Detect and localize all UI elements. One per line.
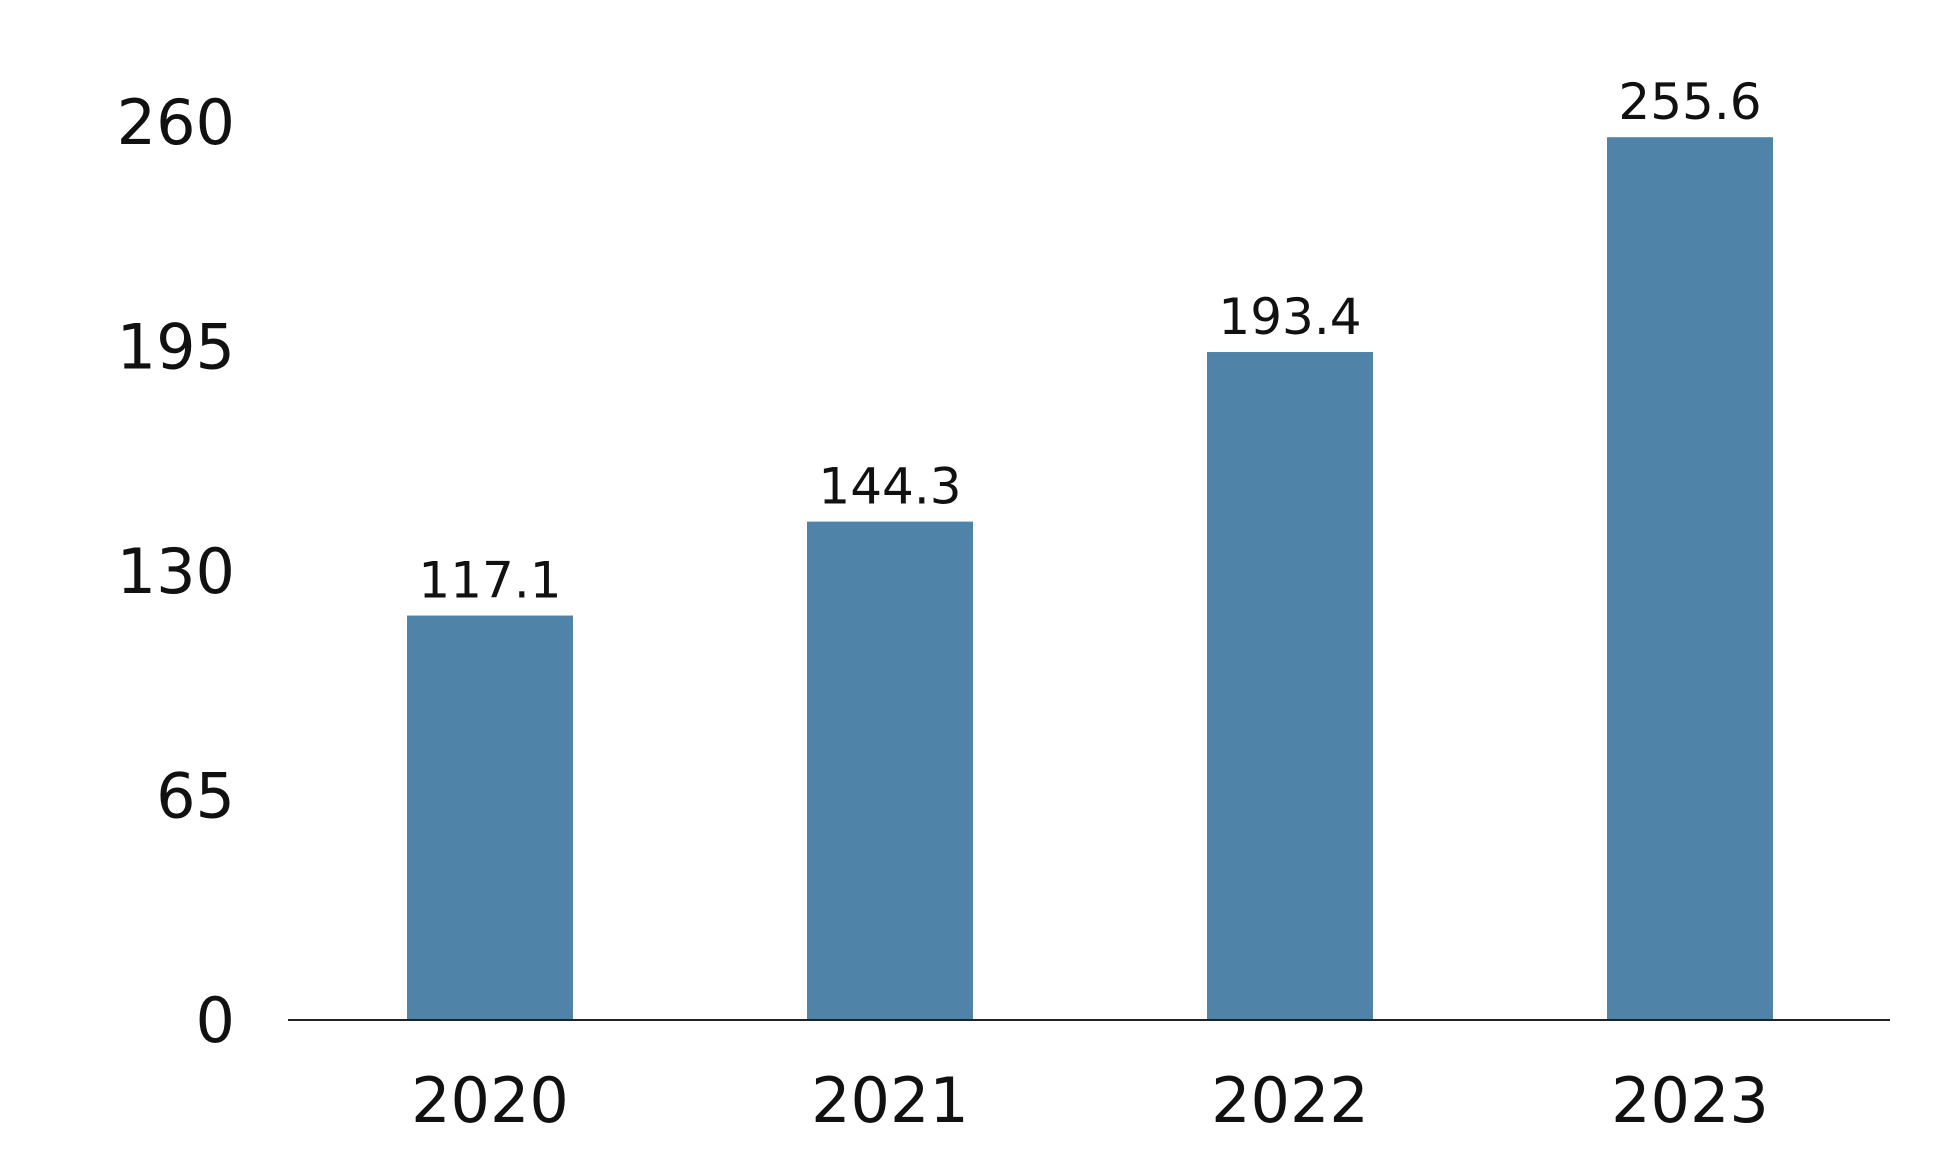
y-axis-ticks: 0 65 130 195 260: [117, 86, 235, 1057]
y-tick-label: 130: [117, 535, 235, 608]
y-tick-label: 195: [117, 311, 235, 384]
bar-2021: [807, 521, 973, 1020]
x-tick-label: 2023: [1611, 1064, 1769, 1137]
y-tick-label: 65: [156, 760, 235, 833]
x-tick-label: 2020: [411, 1064, 569, 1137]
data-label: 117.1: [418, 552, 561, 610]
x-tick-label: 2022: [1211, 1064, 1369, 1137]
data-label: 144.3: [818, 458, 961, 516]
x-axis-ticks: 2020 2021 2022 2023: [411, 1064, 1769, 1137]
y-tick-label: 260: [117, 86, 235, 159]
bars-group: [407, 137, 1773, 1021]
bar-2023: [1607, 137, 1773, 1021]
bar-2020: [407, 615, 573, 1020]
bar-2022: [1207, 352, 1373, 1021]
x-tick-label: 2021: [811, 1064, 969, 1137]
data-label: 193.4: [1218, 288, 1361, 346]
data-labels-group: 117.1 144.3 193.4 255.6: [418, 73, 1761, 609]
y-tick-label: 0: [196, 984, 235, 1057]
data-label: 255.6: [1618, 73, 1761, 131]
